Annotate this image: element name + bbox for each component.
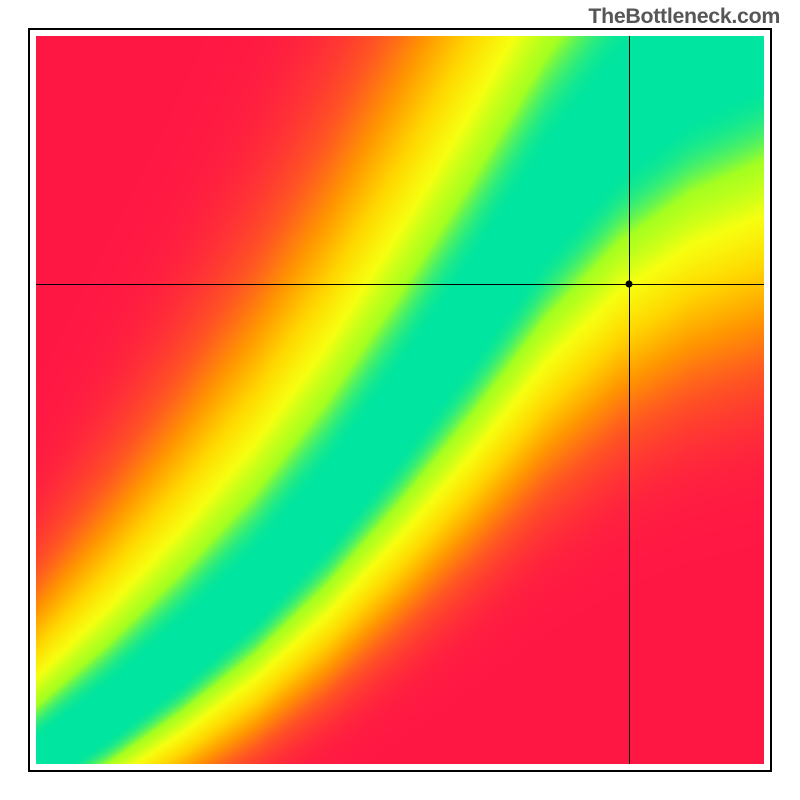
crosshair-marker [626, 280, 633, 287]
crosshair-vertical [629, 36, 630, 764]
watermark-text: TheBottleneck.com [588, 4, 780, 29]
heatmap-canvas [36, 36, 764, 764]
crosshair-horizontal [36, 284, 764, 285]
chart-container: TheBottleneck.com [0, 0, 800, 800]
plot-inner [36, 36, 764, 764]
plot-frame [28, 28, 772, 772]
